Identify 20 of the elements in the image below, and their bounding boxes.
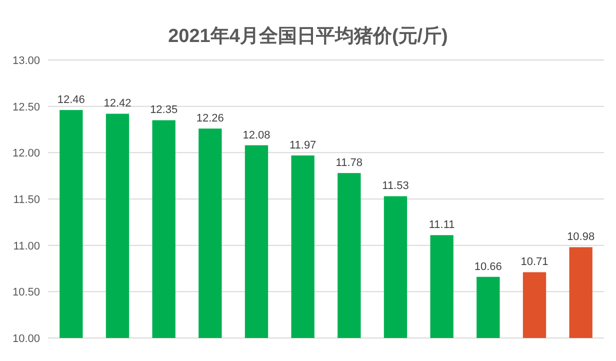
data-label: 12.35 (150, 104, 178, 116)
y-tick-label: 11.00 (13, 240, 40, 252)
data-label: 11.97 (289, 139, 316, 152)
y-tick-label: 12.00 (12, 148, 40, 160)
data-label: 10.71 (520, 256, 548, 268)
data-label: 10.98 (567, 231, 595, 244)
y-tick-label: 10.00 (12, 333, 40, 345)
data-label: 11.11 (428, 219, 455, 232)
data-label: 12.08 (242, 129, 270, 142)
chart-title: 2021年4月全国日平均猪价(元/斤) (168, 25, 448, 47)
data-label: 10.66 (474, 260, 502, 273)
y-tick-label: 13.00 (12, 55, 40, 67)
y-tick-label: 12.50 (12, 101, 40, 114)
y-tick-label: 10.50 (12, 286, 40, 299)
data-label: 12.42 (104, 98, 132, 110)
data-label: 12.46 (57, 94, 85, 106)
data-label: 11.53 (382, 180, 409, 192)
data-label: 11.78 (336, 157, 363, 170)
data-label: 12.26 (196, 112, 224, 125)
y-tick-label: 11.50 (13, 194, 40, 206)
